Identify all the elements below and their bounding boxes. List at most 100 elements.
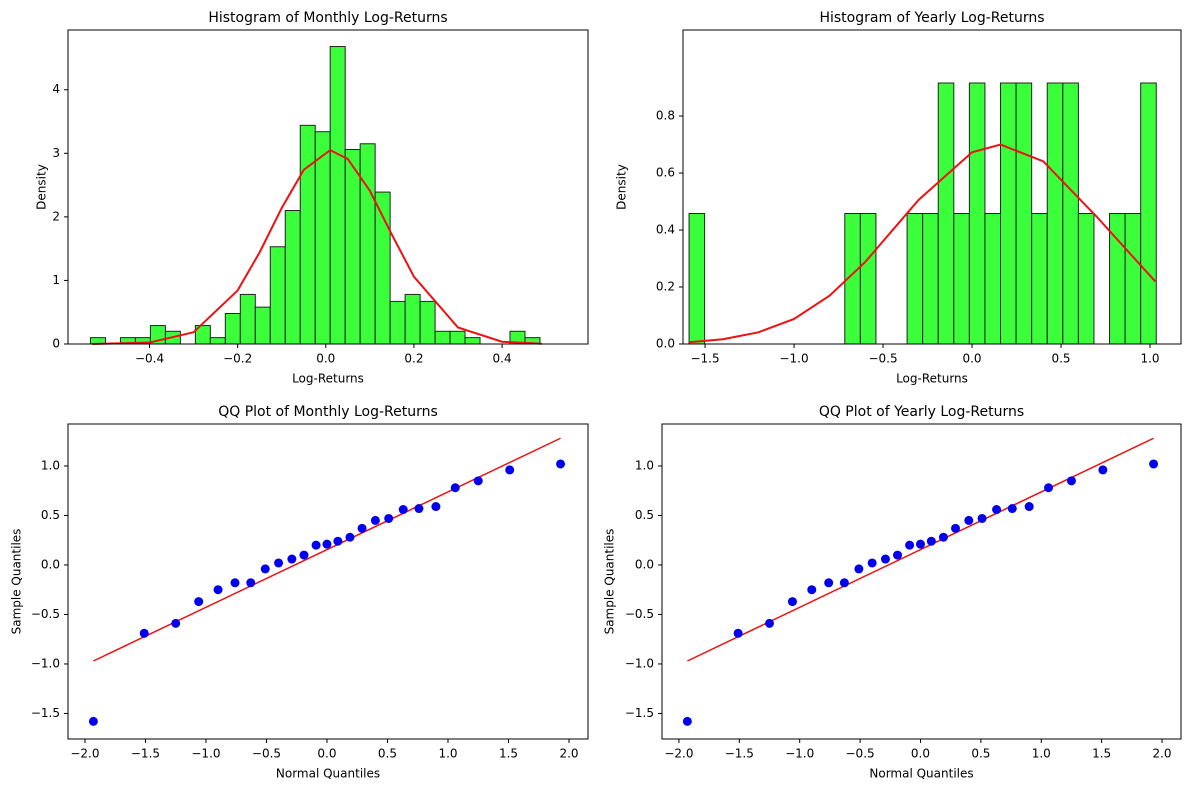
point bbox=[1044, 483, 1054, 493]
y-tick-label: 0.5 bbox=[41, 508, 60, 522]
point bbox=[345, 532, 355, 542]
x-tick-label: 0.2 bbox=[404, 352, 423, 366]
point bbox=[787, 597, 797, 607]
point bbox=[230, 578, 240, 588]
x-axis-label: Normal Quantiles bbox=[869, 767, 973, 781]
point bbox=[764, 618, 774, 628]
x-tick-label: 0.5 bbox=[971, 747, 990, 761]
bar bbox=[464, 337, 481, 345]
point bbox=[867, 558, 877, 568]
axes-frame bbox=[67, 423, 589, 740]
y-tick-label: 1.0 bbox=[635, 458, 654, 472]
bar bbox=[389, 300, 406, 345]
y-tick-label: −0.5 bbox=[625, 607, 654, 621]
y-tick-label: 3 bbox=[52, 146, 60, 160]
y-tick-label: −1.5 bbox=[625, 706, 654, 720]
point bbox=[854, 564, 864, 574]
y-axis-label: Density bbox=[615, 164, 629, 210]
point bbox=[505, 465, 515, 475]
bar bbox=[329, 46, 346, 345]
x-tick-label: −0.2 bbox=[223, 352, 252, 366]
point bbox=[938, 532, 948, 542]
y-tick-label: 2 bbox=[52, 209, 60, 223]
point bbox=[992, 505, 1002, 515]
subplot: Histogram of Monthly Log-Returns Log-Retu… bbox=[35, 10, 589, 386]
bar bbox=[404, 293, 421, 345]
y-tick-label: −1.5 bbox=[31, 706, 60, 720]
point bbox=[1149, 459, 1159, 469]
fit-curve bbox=[688, 143, 1157, 344]
y-axis-label: Sample Quantiles bbox=[10, 529, 24, 635]
point bbox=[807, 585, 817, 595]
point bbox=[370, 515, 380, 525]
chart-title: QQ Plot of Monthly Log-Returns bbox=[218, 404, 438, 420]
y-tick-label: 0.8 bbox=[656, 109, 675, 123]
bar bbox=[922, 212, 939, 345]
point bbox=[299, 550, 309, 560]
point bbox=[1024, 502, 1034, 512]
point bbox=[905, 540, 915, 550]
point bbox=[246, 578, 256, 588]
chart-title: Histogram of Yearly Log-Returns bbox=[819, 10, 1044, 26]
bar bbox=[254, 306, 271, 345]
x-tick-label: 1.5 bbox=[499, 747, 518, 761]
bar bbox=[859, 212, 877, 345]
bar bbox=[1031, 212, 1048, 345]
bar bbox=[239, 293, 256, 345]
bar bbox=[284, 210, 301, 345]
point bbox=[311, 540, 321, 550]
bar bbox=[1140, 82, 1157, 345]
point bbox=[213, 585, 223, 595]
point bbox=[893, 550, 903, 560]
y-tick-label: 0 bbox=[52, 337, 60, 351]
point bbox=[824, 578, 834, 588]
x-tick-label: 2.0 bbox=[1152, 747, 1171, 761]
y-tick-label: 1 bbox=[52, 273, 60, 287]
x-tick-label: 0.0 bbox=[962, 352, 981, 366]
point bbox=[88, 716, 98, 726]
x-axis-label: Normal Quantiles bbox=[276, 767, 380, 781]
y-tick-label: 0.0 bbox=[41, 557, 60, 571]
subplot: QQ Plot of Monthly Log-Returns Normal Qua… bbox=[10, 404, 589, 781]
point bbox=[171, 618, 181, 628]
subplot: QQ Plot of Yearly Log-Returns Normal Quan… bbox=[603, 404, 1182, 781]
bar bbox=[359, 143, 376, 345]
x-tick-label: −0.4 bbox=[135, 352, 164, 366]
point bbox=[1098, 465, 1108, 475]
bar bbox=[953, 212, 970, 345]
y-tick-label: 0.6 bbox=[656, 166, 675, 180]
y-axis-label: Sample Quantiles bbox=[603, 529, 617, 635]
x-tick-label: −2.0 bbox=[70, 747, 99, 761]
point bbox=[880, 554, 890, 564]
y-axis-label: Density bbox=[35, 164, 49, 210]
x-tick-label: 0.5 bbox=[1051, 352, 1070, 366]
x-tick-label: −2.0 bbox=[664, 747, 693, 761]
x-tick-label: −1.5 bbox=[131, 747, 160, 761]
fit-line bbox=[687, 437, 1154, 662]
x-tick-label: 2.0 bbox=[559, 747, 578, 761]
point bbox=[951, 523, 961, 533]
x-tick-label: 1.0 bbox=[1032, 747, 1051, 761]
x-tick-label: 0.0 bbox=[316, 352, 335, 366]
x-tick-label: 0.5 bbox=[378, 747, 397, 761]
point bbox=[414, 504, 424, 514]
fit-line bbox=[93, 437, 561, 662]
y-tick-label: 0.0 bbox=[635, 557, 654, 571]
y-tick-label: 0.2 bbox=[656, 280, 675, 294]
bar bbox=[1077, 212, 1095, 345]
x-tick-label: 0.0 bbox=[911, 747, 930, 761]
x-axis-label: Log-Returns bbox=[292, 372, 364, 386]
y-tick-label: 0.5 bbox=[635, 508, 654, 522]
axes-frame bbox=[682, 29, 1182, 345]
x-tick-label: −1.5 bbox=[690, 352, 719, 366]
point bbox=[194, 597, 204, 607]
bar bbox=[1062, 82, 1079, 345]
bar bbox=[1124, 212, 1142, 345]
x-tick-label: 1.5 bbox=[1092, 747, 1111, 761]
bar bbox=[434, 330, 451, 345]
point bbox=[839, 578, 849, 588]
point bbox=[287, 554, 297, 564]
x-tick-label: −0.5 bbox=[846, 747, 875, 761]
